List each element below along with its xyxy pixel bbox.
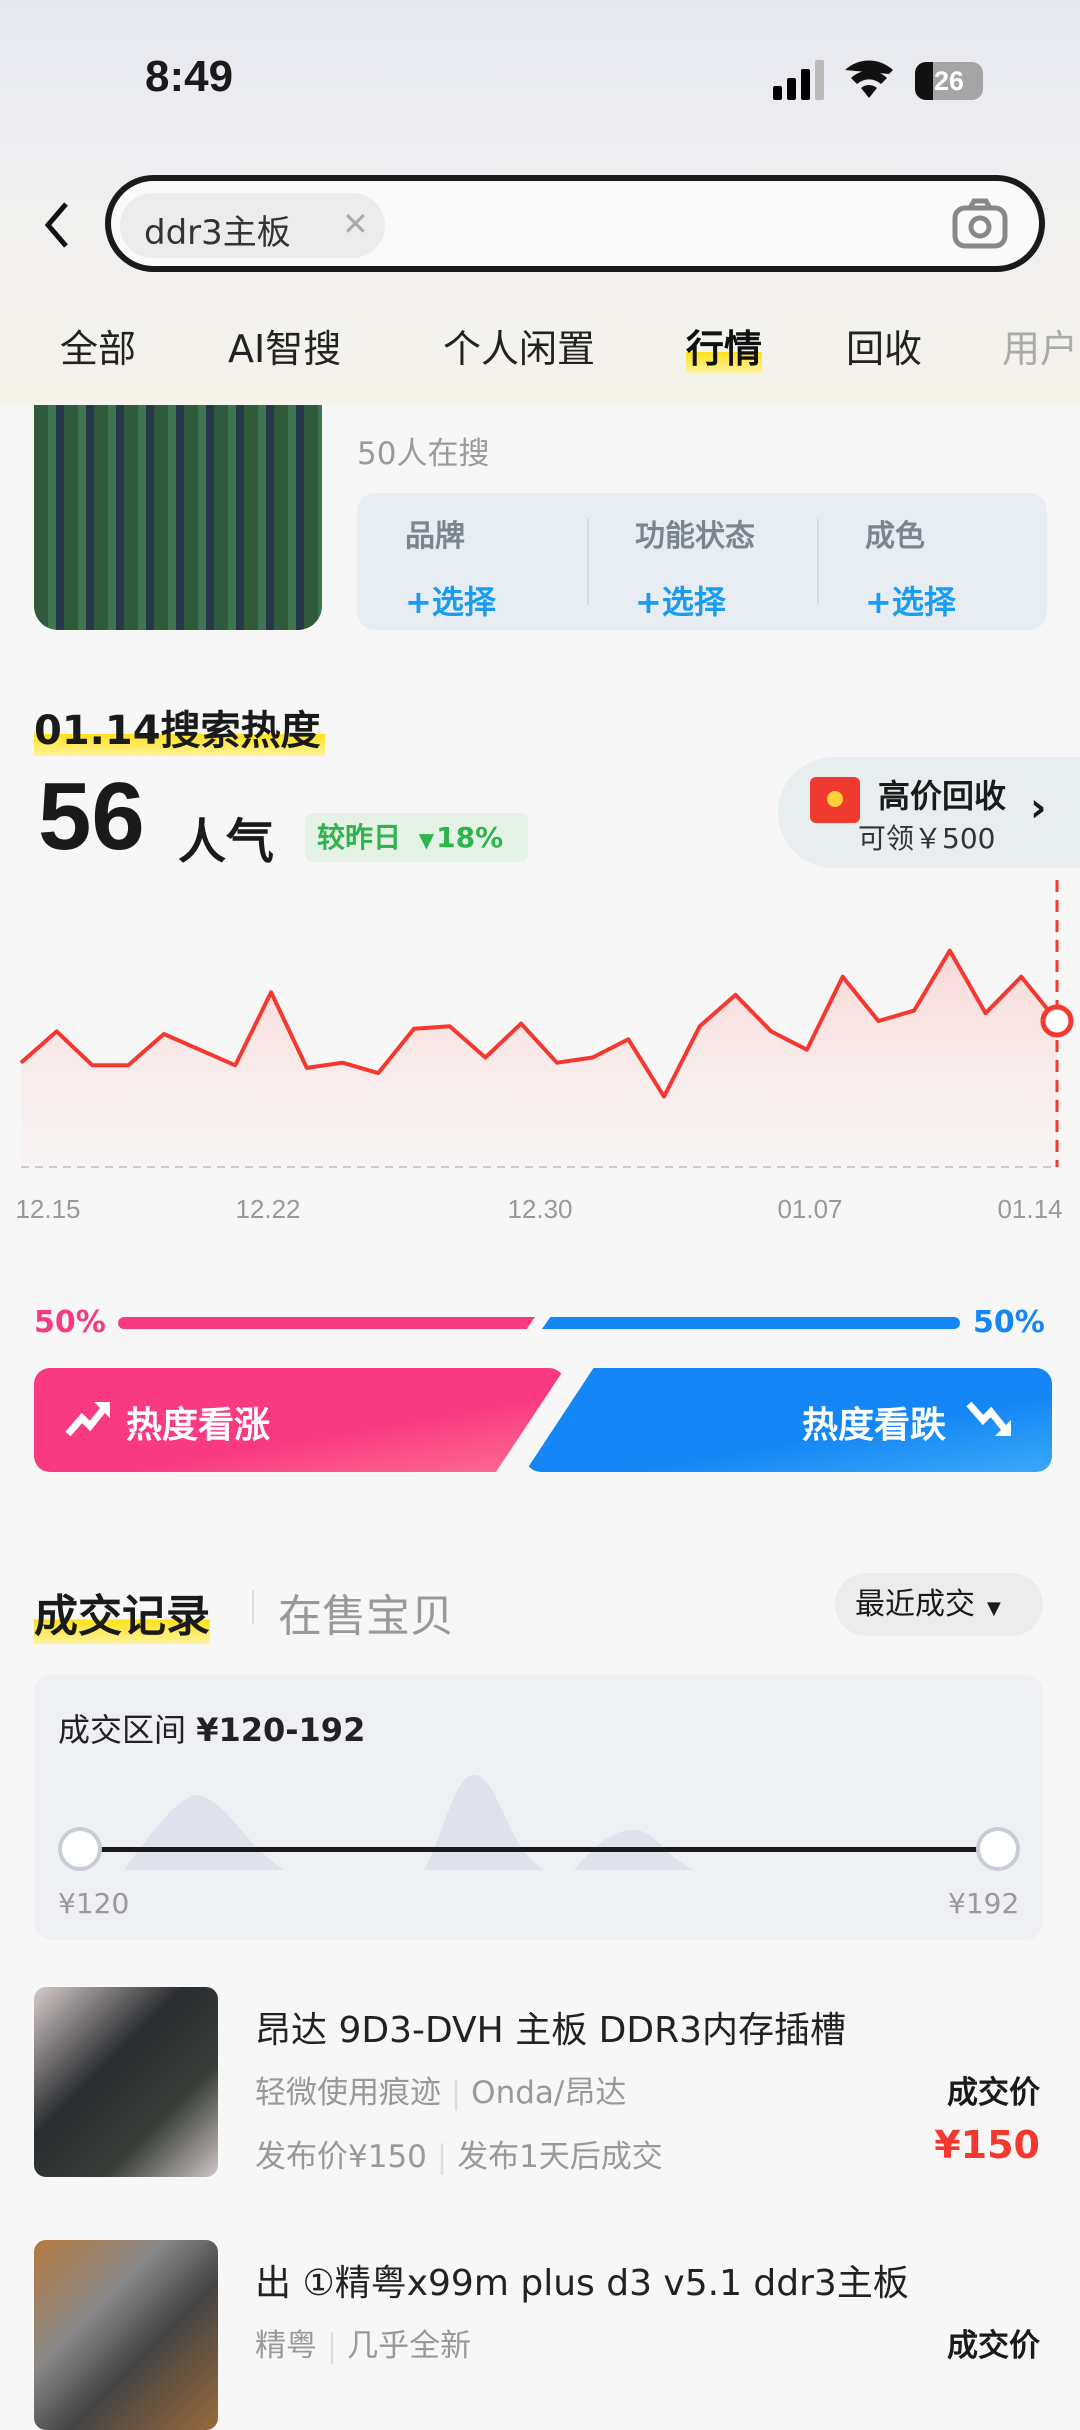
item-list-price: 发布价¥150 xyxy=(255,2139,427,2175)
down-triangle-icon: ▼ xyxy=(419,828,434,852)
trend-down-icon xyxy=(965,1398,1015,1440)
x-tick-label: 12.30 xyxy=(507,1194,572,1224)
item-tags: 精粤 | 几乎全新 xyxy=(255,2320,471,2365)
header: 8:49 26 ddr3主板 ✕ 全部 AI智搜 个人闲置 行情 回收 用户 xyxy=(0,0,1080,405)
deal-price-label: 成交价 xyxy=(947,2067,1040,2112)
current-data-point xyxy=(1043,1007,1071,1035)
range-slider-track xyxy=(80,1847,1000,1852)
camera-icon[interactable] xyxy=(952,198,1008,250)
price-range-card: 成交区间 ¥120-192 ¥120 ¥192 xyxy=(34,1675,1043,1940)
heat-line-chart: 12.15 12.22 12.30 01.07 01.14 xyxy=(0,870,1080,1230)
search-count: 50人在搜 xyxy=(357,428,489,473)
range-header: 成交区间 ¥120-192 xyxy=(58,1705,365,1751)
divider xyxy=(252,1590,254,1624)
item-title: 昂达 9D3-DVH 主板 DDR3内存插槽 xyxy=(255,2001,846,2053)
signal-icon xyxy=(773,58,833,100)
chevron-right-icon: › xyxy=(1030,785,1046,831)
range-max-label: ¥192 xyxy=(948,1887,1019,1920)
tab-on-sale[interactable]: 在售宝贝 xyxy=(278,1580,454,1644)
heat-unit: 人气 xyxy=(178,802,274,872)
battery-level: 26 xyxy=(915,62,983,100)
filter-value: +选择 xyxy=(635,577,817,623)
x-tick-label: 01.14 xyxy=(997,1194,1062,1224)
recycle-title: 高价回收 xyxy=(878,771,1006,817)
trend-up-icon xyxy=(64,1398,114,1440)
item-image xyxy=(34,1987,218,2177)
x-tick-label: 12.15 xyxy=(15,1194,80,1224)
search-query-chip[interactable]: ddr3主板 ✕ xyxy=(120,193,385,258)
tab-personal[interactable]: 个人闲置 xyxy=(443,318,595,373)
down-percent: 50% xyxy=(973,1305,1045,1340)
x-tick-label: 12.22 xyxy=(235,1194,300,1224)
down-label: 热度看跌 xyxy=(802,1396,946,1448)
filter-value: +选择 xyxy=(865,577,1047,623)
tab-users[interactable]: 用户 xyxy=(1002,318,1080,373)
filter-label: 功能状态 xyxy=(635,511,817,555)
red-envelope-icon xyxy=(810,777,860,823)
x-tick-label: 01.07 xyxy=(777,1194,842,1224)
range-value: ¥120-192 xyxy=(196,1711,365,1749)
clear-icon[interactable]: ✕ xyxy=(342,205,369,243)
tab-market[interactable]: 行情 xyxy=(686,318,762,373)
up-bar xyxy=(118,1317,535,1329)
item-tag: 几乎全新 xyxy=(347,2328,471,2364)
wifi-icon xyxy=(845,58,893,98)
heat-value: 56 xyxy=(38,762,145,872)
deal-price: ¥150 xyxy=(934,2123,1040,2167)
tab-ai-search[interactable]: AI智搜 xyxy=(228,318,341,373)
down-bar xyxy=(542,1317,960,1329)
range-label: 成交区间 xyxy=(58,1711,186,1749)
battery-icon: 26 xyxy=(915,62,983,100)
tab-deal-records[interactable]: 成交记录 xyxy=(34,1580,210,1644)
vote-down-button[interactable]: 热度看跌 xyxy=(525,1368,1052,1472)
back-icon[interactable] xyxy=(40,200,74,250)
item-tag: 精粤 xyxy=(255,2328,317,2364)
range-min-handle[interactable] xyxy=(58,1827,102,1871)
search-query: ddr3主板 xyxy=(144,205,291,254)
sort-dropdown[interactable]: 最近成交 ▼ xyxy=(835,1573,1043,1636)
status-time: 8:49 xyxy=(145,52,233,102)
range-min-label: ¥120 xyxy=(58,1887,129,1920)
range-max-handle[interactable] xyxy=(976,1827,1020,1871)
deal-item[interactable]: 昂达 9D3-DVH 主板 DDR3内存插槽 轻微使用痕迹 | Onda/昂达 … xyxy=(0,1987,1080,2177)
compare-value: 18% xyxy=(436,821,503,854)
filter-label: 成色 xyxy=(865,511,1047,555)
vote-up-button[interactable]: 热度看涨 xyxy=(34,1368,565,1472)
deal-item[interactable]: 出 ①精粤x99m plus d3 v5.1 ddr3主板 精粤 | 几乎全新 … xyxy=(0,2240,1080,2430)
up-percent: 50% xyxy=(34,1305,106,1340)
recycle-subtitle: 可领￥500 xyxy=(858,817,995,857)
tab-recycle[interactable]: 回收 xyxy=(846,318,922,373)
deal-price-label: 成交价 xyxy=(947,2320,1040,2365)
compare-badge: 较昨日 ▼18% xyxy=(305,813,528,862)
up-label: 热度看涨 xyxy=(126,1396,270,1448)
filter-panel: 品牌 +选择 功能状态 +选择 成色 +选择 xyxy=(357,493,1047,630)
item-tag: Onda/昂达 xyxy=(471,2075,626,2111)
tab-all[interactable]: 全部 xyxy=(60,318,136,373)
filter-function[interactable]: 功能状态 +选择 xyxy=(587,493,817,630)
chart-area xyxy=(21,951,1057,1167)
caret-down-icon: ▼ xyxy=(987,1598,1001,1619)
filter-brand[interactable]: 品牌 +选择 xyxy=(357,493,587,630)
item-image xyxy=(34,2240,218,2430)
filter-value: +选择 xyxy=(405,577,587,623)
heat-title: 01.14搜索热度 xyxy=(34,698,325,756)
filter-condition[interactable]: 成色 +选择 xyxy=(817,493,1047,630)
filter-label: 品牌 xyxy=(405,511,587,555)
recycle-promo-button[interactable]: 高价回收 可领￥500 › xyxy=(778,757,1080,868)
item-tag: 轻微使用痕迹 xyxy=(255,2075,441,2111)
product-image[interactable] xyxy=(34,405,322,630)
item-title: 出 ①精粤x99m plus d3 v5.1 ddr3主板 xyxy=(255,2254,909,2306)
item-deal-time: 发布1天后成交 xyxy=(457,2139,663,2175)
sort-value: 最近成交 xyxy=(855,1587,975,1622)
item-tags: 轻微使用痕迹 | Onda/昂达 xyxy=(255,2067,626,2112)
compare-label: 较昨日 xyxy=(317,821,401,854)
price-distribution xyxy=(34,1775,1043,1875)
item-meta: 发布价¥150 | 发布1天后成交 xyxy=(255,2131,663,2176)
